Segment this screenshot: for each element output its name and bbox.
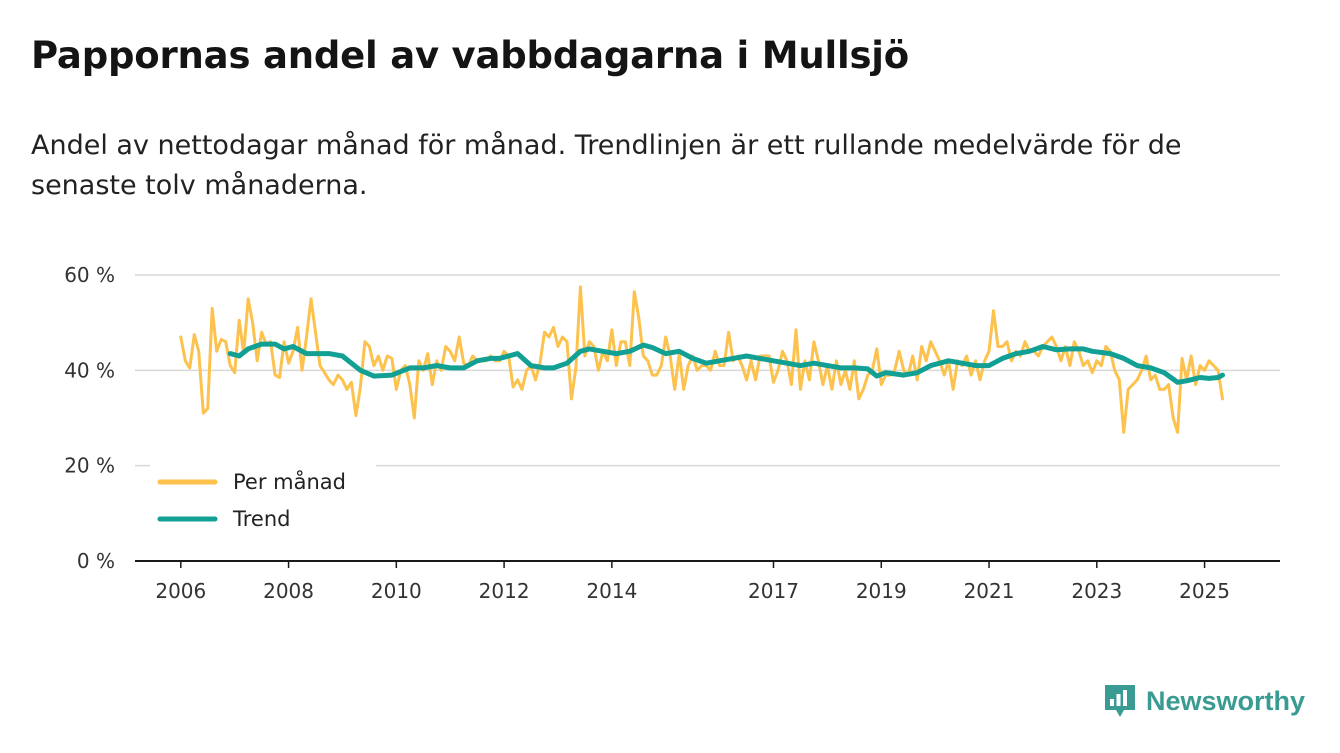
series-line-trend xyxy=(227,341,1225,385)
legend-label-per-manad: Per månad xyxy=(233,469,346,494)
series-line-per-manad xyxy=(179,285,1224,434)
series-lines xyxy=(179,285,1225,434)
x-tick-label: 2021 xyxy=(964,579,1015,603)
legend-background xyxy=(150,460,376,552)
x-tick-label: 2006 xyxy=(155,579,206,603)
y-tick-label: 40 % xyxy=(64,358,115,382)
newsworthy-logo-icon xyxy=(1105,685,1135,717)
x-tick-label: 2019 xyxy=(856,579,907,603)
x-tick-label: 2012 xyxy=(479,579,530,603)
chart-title: Pappornas andel av vabbdagarna i Mullsjö xyxy=(31,34,909,77)
legend: Per månad Trend xyxy=(150,460,376,552)
legend-label-trend: Trend xyxy=(232,507,290,531)
y-tick-label: 60 % xyxy=(64,263,115,287)
x-axis-ticks: 2006 2008 2010 2012 2014 2017 2019 2021 2023 2025 xyxy=(155,561,1230,603)
x-tick-label: 2017 xyxy=(748,579,799,603)
x-tick-label: 2008 xyxy=(263,579,314,603)
y-axis-ticks: 0 % 20 % 40 % 60 % xyxy=(64,263,115,573)
x-tick-label: 2010 xyxy=(371,579,422,603)
y-tick-label: 0 % xyxy=(77,549,115,573)
x-tick-label: 2025 xyxy=(1179,579,1230,603)
brand-name: Newsworthy xyxy=(1146,685,1306,716)
brand-logo: Newsworthy xyxy=(1103,683,1305,719)
y-tick-label: 20 % xyxy=(64,454,115,478)
x-tick-label: 2014 xyxy=(586,579,637,603)
chart-subtitle: Andel av nettodagar månad för månad. Tre… xyxy=(31,130,1182,201)
x-tick-label: 2023 xyxy=(1071,579,1122,603)
